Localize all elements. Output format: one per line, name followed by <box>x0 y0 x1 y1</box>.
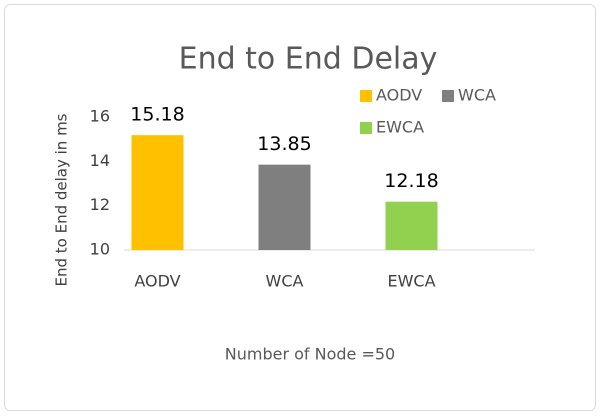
y-tick-label: 10 <box>90 240 110 259</box>
legend-label: AODV <box>376 86 422 105</box>
legend-swatch <box>360 122 372 134</box>
y-tick-label: 14 <box>90 151 110 170</box>
x-tick-label: WCA <box>266 272 304 291</box>
legend-label: WCA <box>458 86 496 105</box>
data-label: 15.18 <box>130 104 184 126</box>
x-tick-label: AODV <box>134 272 180 291</box>
x-axis-title: Number of Node =50 <box>225 345 395 364</box>
data-label: 12.18 <box>384 170 438 192</box>
y-axis-title: End to End delay in ms <box>53 113 71 286</box>
legend-swatch <box>442 90 454 102</box>
bar <box>385 201 438 250</box>
bar <box>258 164 311 250</box>
data-label: 13.85 <box>257 133 311 155</box>
y-tick-label: 16 <box>90 107 110 126</box>
bar <box>131 135 184 250</box>
y-tick-label: 12 <box>90 195 110 214</box>
legend-label: EWCA <box>376 118 424 137</box>
chart-title: End to End Delay <box>179 42 438 77</box>
x-tick-label: EWCA <box>387 272 435 291</box>
legend-swatch <box>360 90 372 102</box>
